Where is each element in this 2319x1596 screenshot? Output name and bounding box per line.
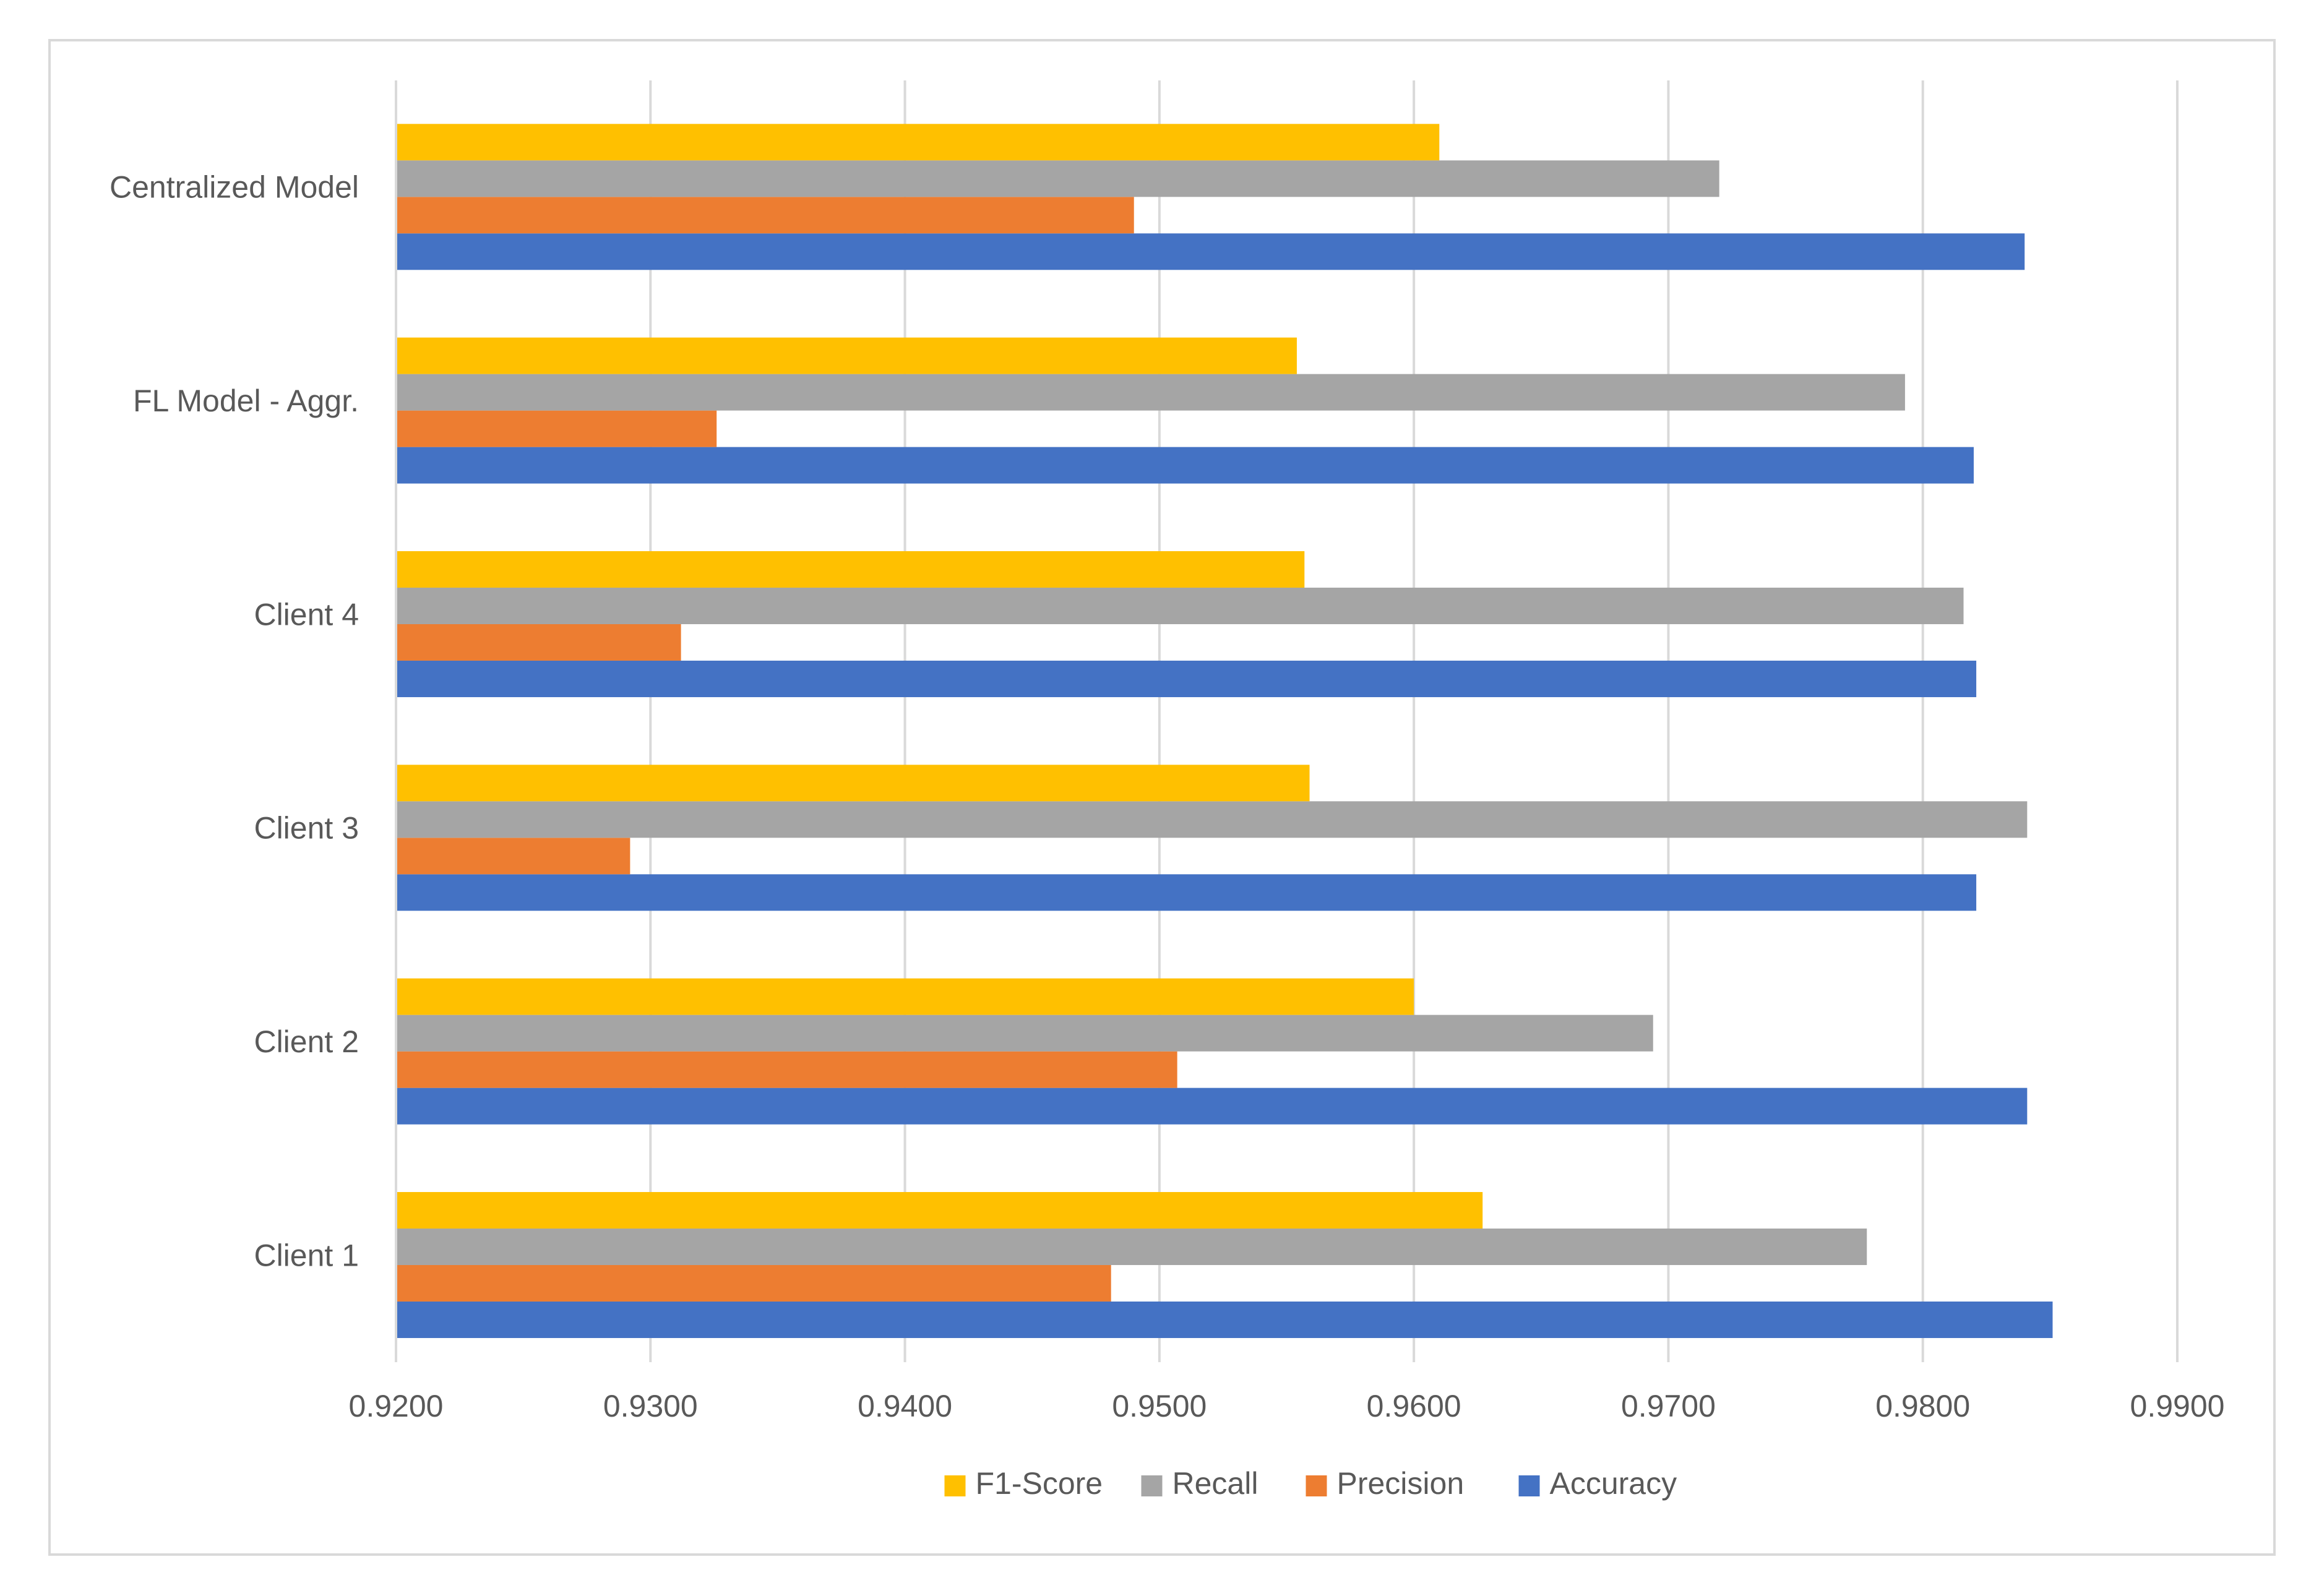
category-label: Client 2: [254, 1024, 359, 1059]
x-tick-label: 0.9500: [1112, 1389, 1207, 1423]
bar-recall-client-4: [396, 587, 1964, 624]
x-tick-label: 0.9300: [603, 1389, 698, 1423]
bar-recall-client-2: [396, 1015, 1653, 1052]
category-label: Centralized Model: [110, 170, 359, 205]
bar-f1-score-client-3: [396, 765, 1310, 802]
bars: [396, 124, 2053, 1338]
x-tick-label: 0.9400: [858, 1389, 952, 1423]
x-tick-label: 0.9700: [1621, 1389, 1716, 1423]
x-tick-labels: 0.9200 0.9300 0.9400 0.9500 0.9600 0.9700 0.98…: [349, 1389, 2225, 1423]
bar-f1-score-centralized-model: [396, 124, 1440, 161]
legend-swatch-recall: [1141, 1475, 1163, 1496]
x-tick-label: 0.9900: [2130, 1389, 2225, 1423]
category-labels: Client 1 Client 2 Client 3 Client 4 FL Model…: [110, 170, 359, 1273]
gridlines: [649, 80, 2179, 1362]
category-label: Client 1: [254, 1238, 359, 1272]
bar-precision-client-3: [396, 838, 630, 875]
legend-label: Accuracy: [1550, 1466, 1677, 1501]
category-label: Client 4: [254, 597, 359, 632]
bar-f1-score-fl-model-aggr-: [396, 337, 1297, 374]
bar-precision-client-4: [396, 624, 681, 661]
bar-accuracy-centralized-model: [396, 233, 2025, 270]
bar-accuracy-client-2: [396, 1088, 2028, 1125]
legend-label: Recall: [1172, 1466, 1258, 1501]
bar-recall-client-1: [396, 1228, 1867, 1265]
bar-f1-score-client-2: [396, 978, 1414, 1015]
bar-precision-fl-model-aggr-: [396, 410, 717, 447]
legend-label: Precision: [1337, 1466, 1465, 1501]
bar-precision-client-2: [396, 1051, 1177, 1088]
bar-recall-centralized-model: [396, 160, 1719, 197]
legend-label: F1-Score: [976, 1466, 1103, 1501]
legend-swatch-accuracy: [1518, 1475, 1540, 1496]
bar-accuracy-fl-model-aggr-: [396, 447, 1974, 484]
x-tick-label: 0.9200: [349, 1389, 444, 1423]
bar-f1-score-client-4: [396, 551, 1305, 588]
bar-accuracy-client-4: [396, 660, 1977, 697]
bar-accuracy-client-1: [396, 1301, 2053, 1338]
category-label: Client 3: [254, 811, 359, 846]
legend-swatch-f1-score: [944, 1475, 966, 1496]
bar-f1-score-client-1: [396, 1191, 1483, 1229]
bar-recall-fl-model-aggr-: [396, 374, 1905, 411]
x-tick-label: 0.9600: [1367, 1389, 1461, 1423]
bar-precision-client-1: [396, 1264, 1111, 1302]
category-label: FL Model - Aggr.: [133, 384, 359, 418]
bar-accuracy-client-3: [396, 874, 1977, 911]
legend-swatch-precision: [1306, 1475, 1327, 1496]
x-tick-label: 0.9800: [1875, 1389, 1970, 1423]
legend: F1-Score Recall Precision Accuracy: [944, 1466, 1677, 1501]
bar-precision-centralized-model: [396, 197, 1134, 234]
bar-recall-client-3: [396, 801, 2028, 838]
